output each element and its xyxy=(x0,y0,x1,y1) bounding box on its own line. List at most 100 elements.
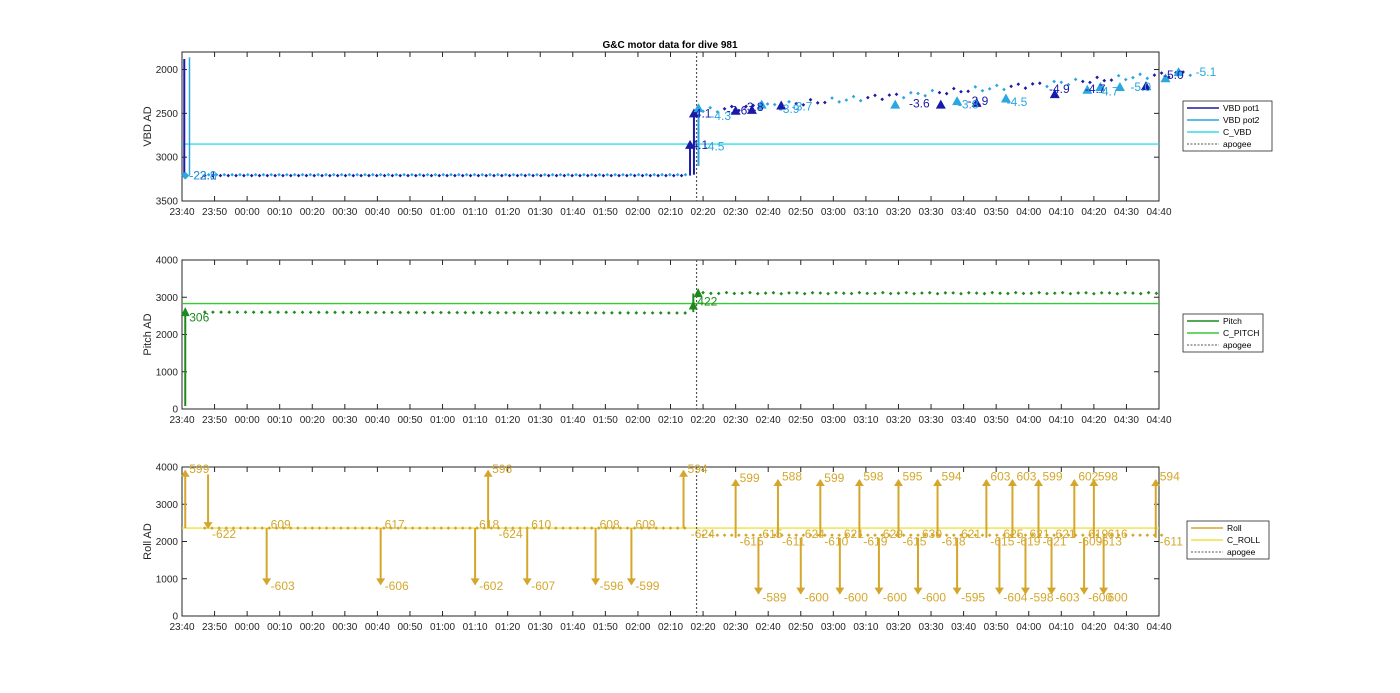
data-point xyxy=(308,310,313,315)
data-point xyxy=(539,526,544,530)
data-point xyxy=(382,526,386,530)
y-axis-label: VBD AD xyxy=(142,106,154,146)
triangle-marker xyxy=(1114,82,1125,92)
data-point xyxy=(484,173,489,178)
data-point xyxy=(818,291,823,295)
arrow-marker xyxy=(933,479,943,487)
data-point xyxy=(959,89,963,94)
data-point xyxy=(224,526,229,530)
data-point xyxy=(1030,533,1035,538)
x-tick-label: 00:40 xyxy=(365,207,390,218)
legend-label: apogee xyxy=(1227,547,1256,557)
x-tick-label: 02:10 xyxy=(658,415,683,426)
y-tick-label: 3000 xyxy=(156,153,179,164)
x-tick-label: 03:30 xyxy=(919,415,944,426)
data-point xyxy=(460,173,465,178)
y-tick-label: 1000 xyxy=(156,367,179,378)
arrow-marker xyxy=(262,578,272,586)
data-label: 615 xyxy=(762,527,782,541)
data-label: 602 xyxy=(1078,469,1098,483)
x-tick-label: 04:00 xyxy=(1016,622,1041,633)
data-point xyxy=(795,291,799,295)
data-point xyxy=(259,310,264,315)
data-point xyxy=(650,311,655,315)
data-point xyxy=(1016,533,1021,538)
x-tick-label: 23:50 xyxy=(202,622,227,633)
data-point xyxy=(779,291,784,296)
data-point xyxy=(292,310,297,315)
data-point xyxy=(873,533,877,538)
legend-box xyxy=(1182,100,1273,152)
data-point xyxy=(269,172,274,177)
data-point xyxy=(810,290,815,295)
x-tick-label: 03:40 xyxy=(951,207,976,218)
x-tick-label: 01:40 xyxy=(560,415,585,426)
data-point xyxy=(288,173,293,178)
data-point xyxy=(265,173,270,178)
data-point xyxy=(901,533,906,538)
y-tick-label: 1000 xyxy=(156,574,179,585)
arrow-marker xyxy=(203,522,213,530)
data-point xyxy=(346,526,350,530)
x-tick-label: 01:10 xyxy=(463,622,488,633)
triangle-marker xyxy=(685,139,696,149)
data-label: -618 xyxy=(942,535,966,549)
arrow-marker xyxy=(1069,479,1079,487)
data-point xyxy=(966,89,970,94)
data-label: -600 xyxy=(883,590,907,604)
data-point xyxy=(347,172,352,177)
data-point xyxy=(990,290,995,295)
data-point xyxy=(701,533,705,538)
data-point xyxy=(230,172,234,177)
data-label: 621 xyxy=(961,527,981,541)
data-point xyxy=(679,173,684,178)
data-point xyxy=(281,173,285,178)
data-point xyxy=(243,310,248,315)
data-point xyxy=(328,173,332,178)
data-point xyxy=(468,173,473,178)
data-point xyxy=(532,526,537,530)
data-point xyxy=(849,291,854,296)
x-tick-label: 00:50 xyxy=(397,415,422,426)
data-point xyxy=(394,172,399,177)
data-point xyxy=(837,533,842,538)
data-label: -3.7 xyxy=(792,99,813,113)
x-tick-label: 00:30 xyxy=(332,622,357,633)
data-label: -624 xyxy=(499,527,523,541)
data-label: 630 xyxy=(922,527,942,541)
arrow-marker xyxy=(981,479,991,487)
data-label: -624 xyxy=(691,527,715,541)
data-point xyxy=(640,526,644,530)
data-point xyxy=(589,526,594,530)
data-point xyxy=(951,533,956,538)
y-tick-label: 4000 xyxy=(156,256,179,267)
data-point xyxy=(959,533,963,538)
data-point xyxy=(378,172,383,177)
x-tick-label: 01:00 xyxy=(430,622,455,633)
data-point xyxy=(333,310,337,315)
data-point xyxy=(251,310,256,315)
data-point xyxy=(245,172,250,177)
y-tick-label: 0 xyxy=(172,405,178,416)
data-point xyxy=(341,310,346,315)
data-point xyxy=(1052,533,1056,538)
arrow-marker xyxy=(893,479,903,487)
data-point xyxy=(715,533,720,538)
data-point xyxy=(1145,533,1150,538)
data-point xyxy=(1013,290,1018,295)
arrow-marker xyxy=(522,578,532,586)
x-tick-label: 01:20 xyxy=(495,622,520,633)
data-point xyxy=(317,526,322,530)
data-point xyxy=(722,533,727,538)
data-label: -619 xyxy=(863,535,887,549)
data-label: -609 xyxy=(1078,535,1102,549)
triangle-marker xyxy=(1049,89,1060,99)
data-point xyxy=(253,172,258,177)
x-tick-label: 00:00 xyxy=(235,622,260,633)
arrow-marker xyxy=(854,479,864,487)
data-point xyxy=(959,291,963,296)
x-tick-label: 03:10 xyxy=(853,207,878,218)
legend-label: Roll xyxy=(1227,523,1242,533)
data-point xyxy=(758,533,763,538)
data-point xyxy=(227,310,232,315)
